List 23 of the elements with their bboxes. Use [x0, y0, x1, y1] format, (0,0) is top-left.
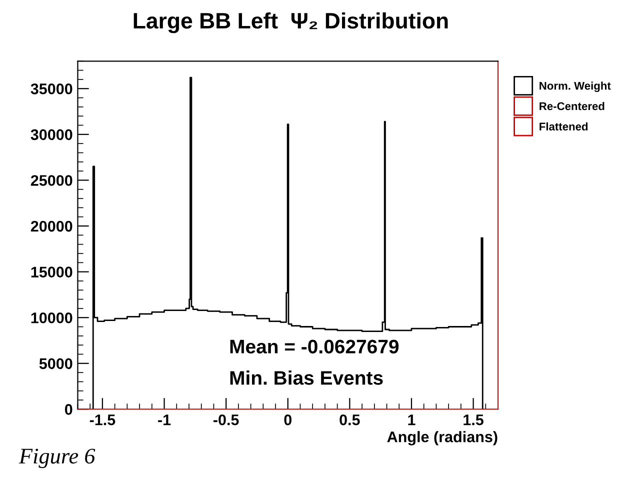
y-tick-label: 10000 [31, 312, 72, 324]
legend-label: Re-Centered [540, 102, 604, 110]
x-tick-label: 0.5 [340, 414, 360, 426]
y-tick-label: 30000 [30, 129, 72, 140]
y-tick-label: 35000 [30, 83, 72, 94]
x-tick-label: -0.5 [214, 414, 239, 426]
x-tick-label: 0 [284, 414, 292, 426]
annotation: Min. Bias Events [230, 370, 383, 385]
y-tick-label: 25000 [30, 175, 72, 186]
y-tick-label: 20000 [30, 220, 72, 232]
x-tick-label: 1.5 [464, 414, 484, 426]
caption: Figure 6 [18, 448, 96, 468]
y-tick-label: 0 [64, 404, 72, 415]
y-tick-label: 15000 [31, 266, 72, 278]
x-tick-label: -1 [158, 414, 171, 426]
legend-label: Flattened [540, 122, 588, 130]
chart-title: Large BB Left Ψ₂ Distribution [134, 12, 448, 34]
x-tick-label: 1 [408, 414, 416, 426]
annotation: Mean = -0.0627679 [230, 340, 399, 354]
x-axis-title: Angle (radians) [387, 431, 498, 446]
y-tick-label: 5000 [39, 358, 72, 370]
legend-label: Norm. Weight [540, 82, 611, 92]
x-tick-label: -1.5 [90, 414, 116, 426]
